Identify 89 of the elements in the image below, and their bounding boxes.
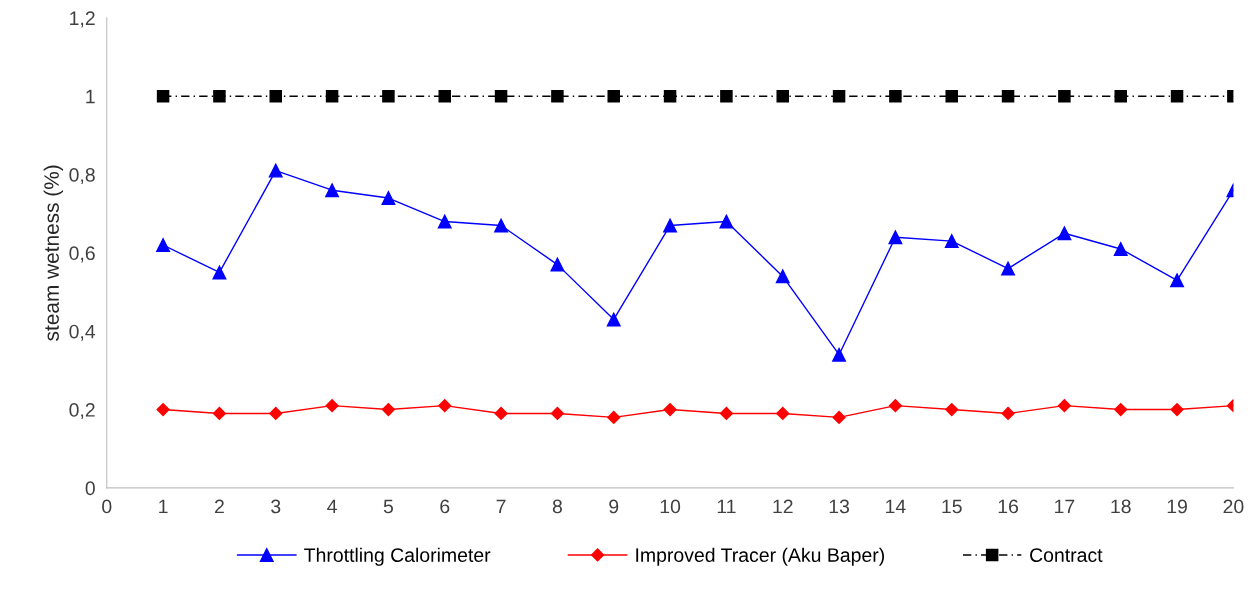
x-tick-label: 18	[1111, 499, 1131, 514]
legend-label: Improved Tracer (Aku Baper)	[636, 547, 885, 566]
y-tick-label: 0,6	[69, 246, 95, 263]
point	[438, 399, 452, 413]
point	[776, 406, 790, 421]
x-tick-label: 16	[998, 499, 1019, 514]
point	[606, 312, 621, 327]
legend-label: Throttling Calorimeter	[304, 547, 491, 566]
point	[156, 402, 170, 417]
point	[268, 163, 283, 178]
point	[494, 89, 508, 103]
y-tick-label: 0,2	[69, 403, 95, 420]
point	[719, 406, 733, 421]
point	[719, 214, 734, 229]
x-tick-label: 15	[942, 499, 962, 514]
point	[156, 89, 170, 103]
point	[945, 89, 958, 103]
point	[832, 410, 846, 424]
x-tick-label: 6	[440, 499, 450, 514]
point	[663, 218, 678, 233]
point	[550, 406, 565, 421]
point	[1114, 89, 1127, 103]
point	[269, 89, 283, 103]
point	[438, 89, 452, 103]
point	[832, 89, 846, 103]
point	[1001, 261, 1016, 276]
point	[888, 399, 902, 413]
y-tick-label: 0	[85, 481, 95, 496]
point	[888, 230, 903, 245]
point	[494, 406, 508, 421]
y-axis-title: steam wetness (%)	[43, 165, 64, 341]
x-tick-label: 9	[609, 499, 619, 514]
x-tick-label: 5	[383, 499, 394, 514]
point	[325, 183, 340, 198]
point	[156, 238, 171, 252]
point	[1113, 242, 1128, 256]
x-tick-label: 4	[327, 499, 337, 514]
x-tick-label: 3	[271, 499, 281, 514]
point	[944, 234, 959, 249]
point	[381, 191, 396, 205]
x-tick-label: 17	[1055, 499, 1075, 514]
point	[889, 89, 902, 103]
x-tick-label: 1	[159, 499, 168, 514]
y-tick-label: 0,8	[69, 168, 95, 185]
x-tick-label: 7	[496, 499, 506, 514]
point	[212, 406, 227, 421]
y-tick-label: 1,2	[70, 11, 95, 28]
point	[832, 347, 847, 362]
point	[1057, 399, 1071, 413]
x-tick-label: 13	[829, 499, 850, 514]
x-tick-label: 2	[215, 499, 224, 514]
x-tick-label: 10	[660, 499, 681, 514]
point	[381, 402, 396, 417]
point	[1057, 226, 1072, 241]
x-tick-label: 11	[717, 499, 736, 514]
point	[269, 406, 283, 421]
point	[607, 410, 621, 424]
point	[1001, 89, 1015, 103]
point	[1170, 402, 1184, 417]
point	[437, 214, 452, 229]
point	[325, 399, 339, 413]
point	[607, 89, 620, 103]
y-tick-label: 1	[86, 89, 95, 104]
x-tick-label: 12	[773, 499, 793, 514]
point	[945, 402, 959, 417]
point	[776, 89, 789, 103]
point	[550, 257, 565, 272]
x-tick-label: 0	[102, 499, 112, 514]
point	[1114, 402, 1128, 417]
point	[1170, 89, 1184, 103]
x-tick-label: 8	[552, 499, 562, 514]
point	[212, 265, 227, 280]
point	[494, 218, 509, 233]
point	[1170, 273, 1185, 288]
point	[663, 402, 677, 417]
point	[775, 269, 790, 284]
point	[325, 89, 339, 103]
point	[663, 89, 677, 103]
point	[382, 89, 395, 103]
legend-label: Contract	[1030, 548, 1103, 562]
point	[1001, 406, 1015, 421]
x-tick-label: 14	[886, 499, 906, 514]
point	[551, 89, 564, 103]
x-tick-label: 20	[1223, 499, 1244, 514]
y-tick-label: 0,4	[69, 324, 96, 341]
point	[720, 89, 733, 103]
x-tick-label: 19	[1167, 499, 1187, 514]
point	[213, 89, 226, 103]
point	[1058, 89, 1071, 103]
